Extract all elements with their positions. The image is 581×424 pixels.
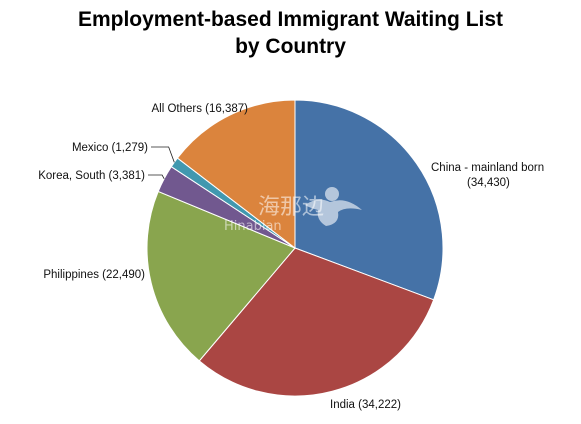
watermark: 海那边 Hinabian [224,187,362,234]
chart-title: Employment-based Immigrant Waiting List … [0,6,581,60]
chart-title-line-2: by Country [235,35,346,58]
leader-line-mexico [151,146,175,163]
leader-line-korea-south [148,174,165,179]
chart-title-line-1: Employment-based Immigrant Waiting List [77,8,504,31]
data-label-china-mainland-born: China - mainland born (34,430) [431,162,544,189]
data-label-india: India (34,222) [330,399,401,411]
data-label-philippines: Philippines (22,490) [43,269,145,281]
data-label-all-others: All Others (16,387) [151,103,248,115]
pie-slice-philippines [146,190,296,362]
pie-slice-all-others [176,99,296,250]
data-label-mexico: Mexico (1,279) [72,142,148,154]
watermark-text-en: Hinabian [224,219,282,234]
pie-slice-china-mainland-born [294,99,444,301]
bird-logo-icon [305,187,362,226]
leader-lines [148,146,175,179]
data-labels: China - mainland born (34,430) India (34,2… [38,103,544,411]
data-label-korea-south: Korea, South (3,381) [38,170,145,182]
pie-slice-india [198,247,435,397]
pie-slices [146,99,444,397]
